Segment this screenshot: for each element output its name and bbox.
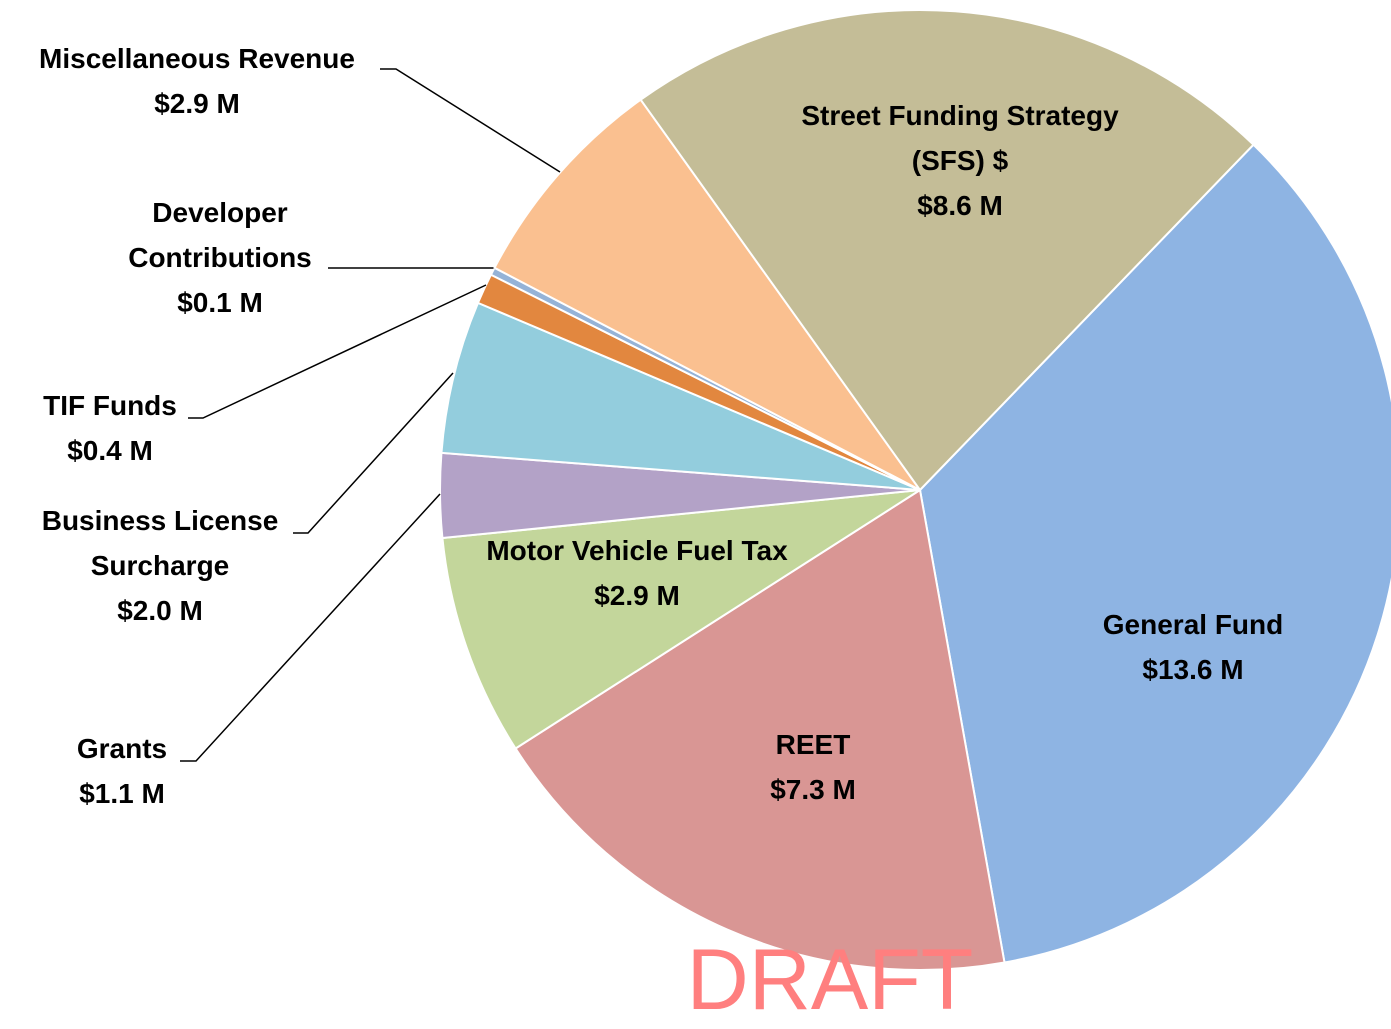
slice-name: Developer Contributions bbox=[128, 197, 312, 273]
slice-label: Developer Contributions $0.1 M bbox=[100, 190, 340, 325]
slice-label: Miscellaneous Revenue $2.9 M bbox=[0, 36, 397, 126]
slice-label: Motor Vehicle Fuel Tax $2.9 M bbox=[447, 528, 827, 618]
pie-slice bbox=[514, 488, 1006, 971]
slice-name: Business License Surcharge bbox=[41, 505, 279, 581]
slice-name: TIF Funds bbox=[43, 390, 177, 421]
pie-slice bbox=[493, 98, 921, 491]
slice-value: $2.9 M bbox=[594, 580, 680, 611]
slice-label: General Fund $13.6 M bbox=[1063, 602, 1323, 692]
leader-line bbox=[293, 372, 454, 534]
slice-name: Grants bbox=[76, 733, 168, 764]
pie-slice bbox=[440, 301, 921, 491]
slice-label: Business License Surcharge $2.0 M bbox=[15, 498, 305, 633]
slice-label: REET $7.3 M bbox=[713, 722, 913, 812]
slice-value: $7.3 M bbox=[770, 774, 856, 805]
slice-value: $8.6 M bbox=[917, 190, 1003, 221]
slice-name: Miscellaneous Revenue bbox=[39, 43, 355, 74]
slice-label: Street Funding Strategy (SFS) $ $8.6 M bbox=[770, 93, 1150, 228]
pie-slice bbox=[918, 143, 1391, 964]
leader-line bbox=[380, 68, 561, 173]
slice-value: $2.9 M bbox=[154, 88, 240, 119]
slice-name: Motor Vehicle Fuel Tax bbox=[486, 535, 788, 566]
slice-value: $13.6 M bbox=[1142, 654, 1244, 685]
slice-value: $2.0 M bbox=[117, 595, 203, 626]
slice-value: $0.4 M bbox=[67, 435, 153, 466]
pie-slice bbox=[639, 9, 1255, 492]
leader-line bbox=[188, 284, 487, 419]
leader-line bbox=[180, 493, 441, 762]
slice-name: Street Funding Strategy (SFS) $ bbox=[801, 100, 1119, 176]
slice-name: REET bbox=[775, 729, 851, 760]
slice-label: TIF Funds $0.4 M bbox=[10, 383, 210, 473]
slice-value: $0.1 M bbox=[177, 287, 263, 318]
slice-name: General Fund bbox=[1102, 609, 1284, 640]
slice-label: Grants $1.1 M bbox=[22, 726, 222, 816]
pie-slice bbox=[441, 489, 921, 750]
slice-value: $1.1 M bbox=[79, 778, 165, 809]
watermark: DRAFT bbox=[686, 932, 974, 1028]
